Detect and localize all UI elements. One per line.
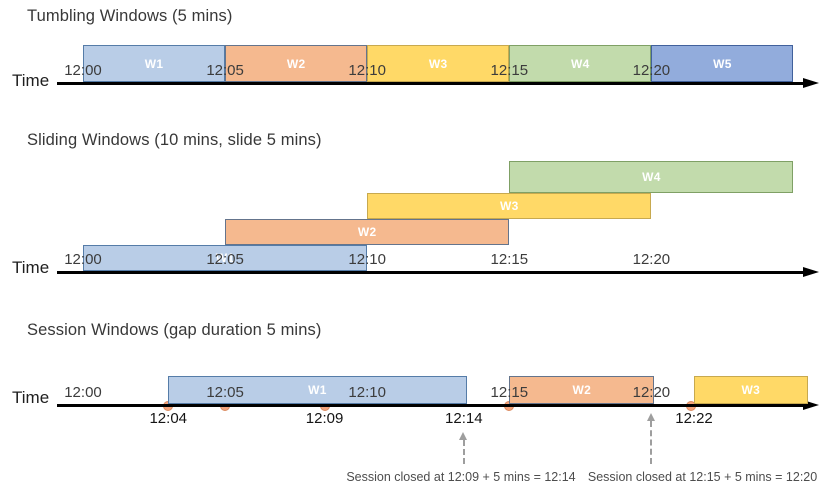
event-time-label-1209: 12:09 <box>305 410 344 427</box>
tick-1220: 12:20 <box>632 251 671 268</box>
session-time-axis <box>57 404 805 407</box>
tick-1200: 12:00 <box>64 251 102 268</box>
tick-1200: 12:00 <box>64 384 102 401</box>
tick-1210: 12:10 <box>348 62 386 79</box>
window-bar-session-w1: W1 <box>168 376 467 404</box>
tick-1205: 12:05 <box>206 62 244 79</box>
tumbling-axis-arrowhead-icon <box>803 78 819 88</box>
window-bar-tumbling-w5: W5 <box>651 45 794 82</box>
window-label: W4 <box>642 170 661 184</box>
tick-1200: 12:00 <box>64 62 102 79</box>
window-bar-session-w3: W3 <box>694 376 808 404</box>
window-label: W3 <box>499 199 519 213</box>
window-label: W2 <box>357 225 377 239</box>
closure-arrow-head-icon <box>646 413 655 421</box>
tick-1205: 12:05 <box>206 251 244 268</box>
tumbling-time-axis <box>57 82 805 85</box>
sliding-time-axis <box>57 271 805 274</box>
window-bar-sliding-w4: W4 <box>509 161 794 193</box>
window-label: W5 <box>713 56 732 71</box>
closure-arrow-line <box>462 440 465 464</box>
window-bar-sliding-w1: W1 <box>83 245 368 271</box>
window-bar-tumbling-w2: W2 <box>225 45 368 82</box>
session-axis-arrowhead-icon <box>803 400 819 410</box>
tumbling-section-title: Tumbling Windows (5 mins) <box>27 7 233 25</box>
window-bar-sliding-w3: W3 <box>367 193 652 219</box>
window-label: W3 <box>741 383 761 397</box>
window-label: W2 <box>286 56 306 71</box>
window-bar-tumbling-w4: W4 <box>509 45 652 82</box>
event-time-label-1222: 12:22 <box>675 410 713 427</box>
tick-1210: 12:10 <box>348 251 386 268</box>
window-bar-tumbling-w3: W3 <box>367 45 510 82</box>
window-label: W1 <box>144 56 164 71</box>
tick-1215: 12:15 <box>490 251 529 268</box>
window-label: W3 <box>428 56 448 71</box>
session-closed-caption: Session closed at 12:09 + 5 mins = 12:14 <box>346 470 576 484</box>
tick-1215: 12:15 <box>490 384 529 401</box>
window-bar-tumbling-w1: W1 <box>83 45 226 82</box>
session-section-title: Session Windows (gap duration 5 mins) <box>27 321 322 339</box>
window-label: W1 <box>215 251 235 265</box>
event-time-label-1214: 12:14 <box>445 410 483 427</box>
tick-1210: 12:10 <box>348 384 386 401</box>
session-time-axis-label: Time <box>12 388 50 407</box>
event-time-label-1204: 12:04 <box>149 410 188 427</box>
closure-arrow-head-icon <box>459 432 468 440</box>
tick-1220: 12:20 <box>632 384 671 401</box>
window-label: W1 <box>308 383 327 397</box>
tick-1220: 12:20 <box>632 62 671 79</box>
window-bar-session-w2: W2 <box>509 376 655 404</box>
sliding-axis-arrowhead-icon <box>803 267 819 277</box>
window-bar-sliding-w2: W2 <box>225 219 510 245</box>
closure-arrow-line <box>650 421 653 464</box>
tick-1205: 12:05 <box>206 384 244 401</box>
tumbling-time-axis-label: Time <box>12 71 50 90</box>
session-closed-caption: Session closed at 12:15 + 5 mins = 12:20 <box>587 470 818 484</box>
sliding-section-title: Sliding Windows (10 mins, slide 5 mins) <box>27 131 322 149</box>
sliding-time-axis-label: Time <box>12 258 50 277</box>
window-label: W4 <box>571 56 590 71</box>
tick-1215: 12:15 <box>490 62 529 79</box>
window-label: W2 <box>572 383 592 397</box>
